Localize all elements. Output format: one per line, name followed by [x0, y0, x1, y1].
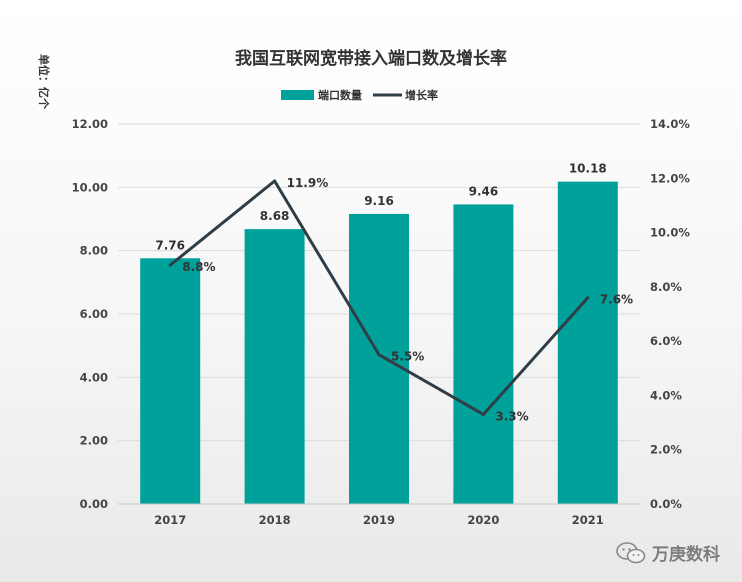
right-tick-label: 6.0% [650, 334, 682, 348]
bar [140, 258, 201, 504]
left-tick-label: 2.00 [80, 434, 108, 448]
legend: 端口数量 增长率 [281, 88, 438, 102]
line-point [273, 179, 277, 183]
x-tick-label: 2017 [154, 513, 186, 527]
line-value-label: 8.8% [182, 260, 215, 274]
watermark: 万庚数科 [616, 540, 720, 565]
right-tick-label: 2.0% [650, 443, 682, 457]
left-axis-unit-label: 单位：亿个 [37, 54, 51, 110]
right-tick-label: 0.0% [650, 497, 682, 511]
bar [557, 181, 618, 504]
right-tick-label: 4.0% [650, 388, 682, 402]
legend-bar-label: 端口数量 [318, 88, 362, 102]
chart-title: 我国互联网宽带接入端口数及增长率 [235, 48, 507, 69]
x-axis: 2017 2018 2019 2020 2021 [154, 513, 604, 527]
line-value-label: 5.5% [391, 350, 424, 364]
x-tick-label: 2020 [467, 513, 499, 527]
left-axis: 0.00 2.00 4.00 6.00 8.00 10.00 12.00 [72, 117, 108, 511]
bar [453, 204, 514, 504]
line-value-label: 3.3% [495, 409, 528, 423]
line-value-label: 7.6% [600, 293, 633, 307]
wechat-icon [616, 541, 646, 563]
bar-series [140, 181, 618, 504]
right-axis: 0.0% 2.0% 4.0% 6.0% 8.0% 10.0% 12.0% 14.0% [650, 117, 690, 511]
bar-value-label: 8.68 [260, 209, 290, 223]
legend-bar-swatch [281, 90, 314, 100]
left-tick-label: 0.00 [80, 497, 108, 511]
right-tick-label: 8.0% [650, 280, 682, 294]
line-point [586, 296, 590, 300]
right-tick-label: 10.0% [650, 226, 690, 240]
line-series [168, 179, 590, 416]
watermark-text: 万庚数科 [652, 545, 720, 565]
bar-value-label: 7.76 [155, 238, 185, 252]
legend-line-label: 增长率 [405, 88, 438, 102]
line-point [481, 412, 485, 416]
x-tick-label: 2018 [259, 513, 291, 527]
bar [349, 213, 409, 504]
line-value-labels: 8.8% 11.9% 5.5% 3.3% 7.6% [182, 176, 633, 423]
bar-value-label: 10.18 [569, 162, 607, 176]
bar-value-labels: 7.76 8.68 9.16 9.46 10.18 [155, 162, 606, 253]
x-tick-label: 2021 [572, 513, 604, 527]
bar-value-label: 9.46 [469, 184, 499, 198]
right-tick-label: 12.0% [650, 171, 690, 185]
line-value-label: 11.9% [287, 176, 329, 190]
left-tick-label: 12.00 [72, 117, 108, 131]
left-tick-label: 8.00 [80, 244, 108, 258]
right-tick-label: 14.0% [650, 117, 690, 131]
x-tick-label: 2019 [363, 513, 395, 527]
line-point [377, 353, 381, 357]
left-tick-label: 4.00 [80, 370, 108, 384]
left-tick-label: 6.00 [80, 307, 108, 321]
line-point [168, 263, 172, 267]
bar-value-label: 9.16 [364, 194, 394, 208]
left-tick-label: 10.00 [72, 180, 108, 194]
bar [244, 229, 305, 504]
